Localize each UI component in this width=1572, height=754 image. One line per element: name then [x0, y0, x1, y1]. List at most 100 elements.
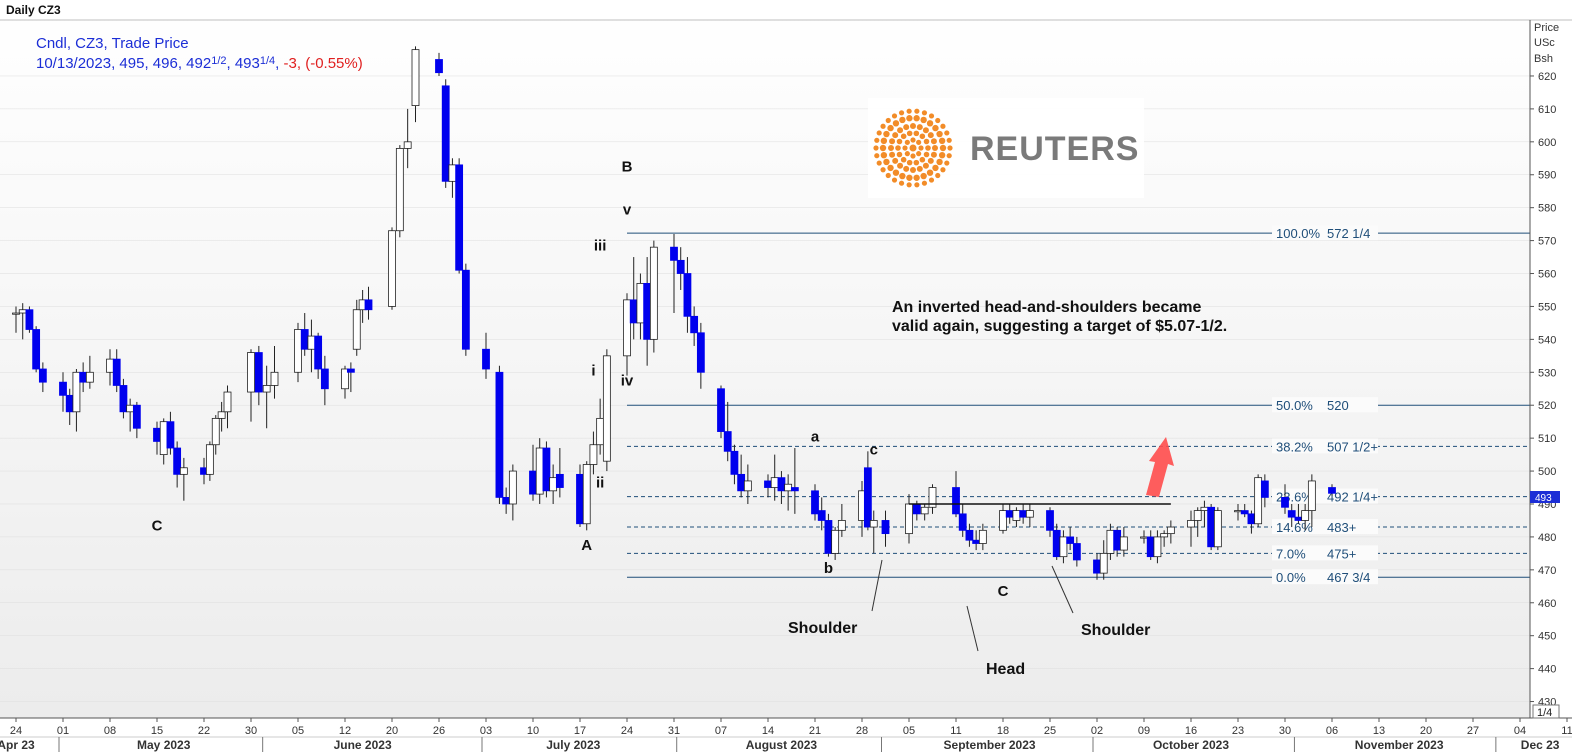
candle [119, 378, 128, 419]
candle-body-bull [1234, 510, 1242, 513]
candle-body-bear [723, 431, 732, 452]
candle-body-bear [542, 447, 551, 492]
candle [582, 461, 591, 531]
month-label: June 2023 [334, 738, 392, 752]
logo-dot [936, 130, 943, 138]
month-label: August 2023 [746, 738, 818, 752]
time-tick-label: 20 [386, 725, 398, 737]
candle-body-bear [676, 259, 685, 274]
candle [623, 293, 631, 376]
logo-dot [910, 153, 916, 159]
price-tick-label: 510 [1538, 433, 1556, 445]
legend-close: 493 [235, 55, 260, 72]
candle [1281, 484, 1289, 514]
candle [211, 415, 220, 455]
candle-body-bull [1301, 510, 1310, 521]
candle-body-bear [1019, 510, 1028, 518]
candle-body-bull [1153, 536, 1162, 558]
logo-dot [946, 137, 952, 143]
candle-body-bear [455, 164, 464, 271]
candle-body-bear [482, 348, 490, 370]
candle-body-bear [1240, 510, 1249, 515]
candle-body-bull [448, 164, 457, 182]
logo-dot [923, 151, 930, 158]
fib-level-value: 492 1/4+ [1327, 490, 1378, 505]
candle-body-bull [411, 49, 420, 107]
window-title: Daily CZ3 [6, 3, 61, 17]
price-tick-label: 540 [1538, 334, 1556, 346]
page-indicator-box[interactable] [1532, 704, 1560, 719]
candle-body-bear [952, 487, 960, 515]
legend-sep-3: , [178, 55, 186, 72]
candle-body-bear [1328, 487, 1336, 494]
time-tick-label: 21 [809, 725, 821, 737]
candle [223, 385, 232, 429]
candle-body-bear [441, 85, 450, 182]
price-tick-label: 620 [1538, 71, 1556, 83]
candle [72, 369, 81, 432]
logo-dot [892, 132, 899, 139]
logo-dot [925, 145, 931, 151]
candle-body-bear [1093, 559, 1101, 574]
logo-dot [906, 159, 913, 166]
candle-body-bull [262, 385, 271, 393]
candle [602, 349, 611, 472]
candle [59, 372, 67, 412]
plot-background [0, 0, 1530, 718]
price-unit-line-3: Bsh [1534, 53, 1553, 65]
right-shoulder-pointer [1051, 565, 1074, 614]
candle [1287, 503, 1296, 528]
fib-level-value: 520 [1327, 398, 1349, 413]
candle [676, 247, 685, 290]
logo-dot [906, 130, 913, 137]
price-axis[interactable]: 4304404504604704804905005105205305405505… [1530, 71, 1556, 709]
legend-sep-4: , [227, 55, 235, 72]
price-axis-background [1530, 0, 1572, 718]
logo-dot [910, 123, 916, 129]
candle-body-bear [495, 371, 504, 498]
month-label: November 2023 [1355, 738, 1444, 752]
logo-dot [932, 164, 939, 172]
logo-dot [923, 138, 930, 145]
candle-body-bear [881, 520, 890, 535]
candle [817, 497, 826, 531]
price-tick-label: 440 [1538, 664, 1556, 676]
logo-dot [880, 167, 886, 173]
time-tick-label: 13 [1373, 725, 1385, 737]
time-tick-label: 14 [762, 725, 774, 737]
logo-dot [891, 177, 898, 183]
candle [25, 306, 34, 333]
time-axis[interactable]: 24 01 08 15 22 30 05 12 20 26 03 10 17 24 31 07 14 21 28 05… [0, 718, 1572, 752]
candle-body-bull [978, 529, 987, 544]
candle-body-bear [737, 473, 746, 492]
logo-dot [903, 165, 910, 172]
candle-body-bear [824, 520, 833, 554]
candle [85, 355, 94, 389]
wave-label: a [811, 428, 820, 445]
logo-dot [946, 153, 952, 159]
candle-body-bear [1052, 529, 1061, 558]
candle [32, 326, 41, 373]
logo-dot [874, 153, 880, 159]
candle-body-bear [502, 497, 511, 505]
logo-dot [873, 145, 879, 151]
page-indicator[interactable]: 1/4 [1532, 704, 1560, 719]
time-tick-label: 16 [1185, 725, 1197, 737]
candle-body-bull [636, 282, 645, 324]
head-label: Head [986, 661, 1025, 678]
candle-body-bull [1187, 520, 1195, 528]
fib-level-label: 38.2% [1276, 439, 1313, 454]
price-tick-label: 460 [1538, 598, 1556, 610]
logo-dot [906, 108, 912, 114]
logo-dot [913, 174, 920, 181]
candle-body-bull [1059, 536, 1068, 558]
candle [723, 401, 732, 462]
legend-close-frac: 1/4 [260, 55, 275, 67]
logo-dot [920, 116, 927, 124]
candle-body-bear [529, 470, 537, 495]
logo-dot [895, 145, 901, 151]
candle-body-bear [790, 487, 799, 492]
candle-body-bull [106, 358, 114, 373]
legend-high: 496 [153, 55, 178, 72]
time-tick-label: 05 [292, 725, 304, 737]
